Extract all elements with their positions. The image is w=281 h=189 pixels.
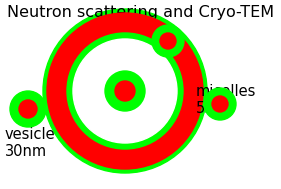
Circle shape — [43, 9, 207, 173]
Circle shape — [19, 100, 37, 118]
Circle shape — [47, 13, 203, 169]
Circle shape — [204, 88, 236, 120]
Circle shape — [105, 71, 145, 111]
Circle shape — [73, 39, 177, 143]
Circle shape — [10, 91, 46, 127]
Circle shape — [115, 81, 135, 101]
Circle shape — [67, 33, 183, 149]
Circle shape — [152, 25, 184, 57]
Circle shape — [212, 96, 228, 112]
Circle shape — [160, 33, 176, 49]
Text: vesicle
30nm: vesicle 30nm — [5, 127, 56, 159]
Text: Neutron scattering and Cryo-TEM: Neutron scattering and Cryo-TEM — [7, 5, 274, 20]
Text: micelles
5nm: micelles 5nm — [196, 84, 256, 116]
